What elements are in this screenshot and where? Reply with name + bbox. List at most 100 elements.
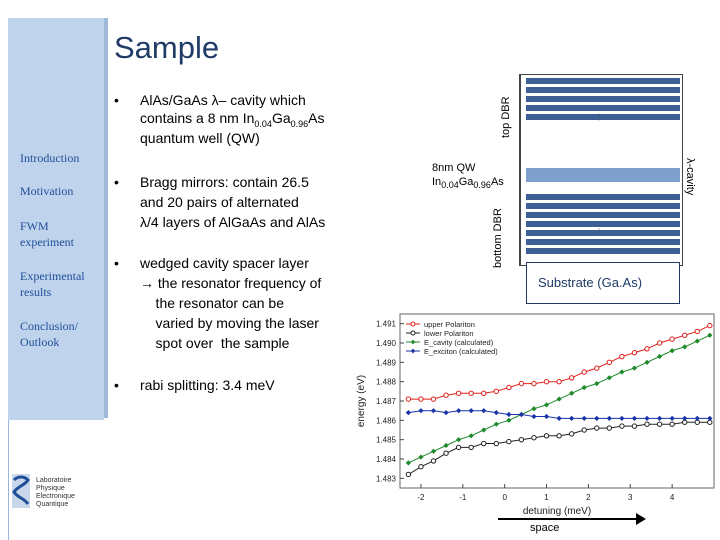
bullet-3-line-5: spot over the sample <box>140 335 290 351</box>
series-2-point <box>669 348 675 354</box>
series-2-point <box>606 375 612 381</box>
series-1-point <box>568 431 575 437</box>
sidebar-item-experimental-results[interactable]: Experimental results <box>20 269 85 299</box>
series-0-point <box>468 390 474 396</box>
x-tick-label: 3 <box>628 493 633 502</box>
series-3-point <box>619 415 625 421</box>
series-3-point <box>644 415 650 421</box>
y-tick-label: 1.490 <box>376 339 397 348</box>
series-0-point <box>644 346 650 352</box>
series-0-point <box>568 375 575 381</box>
logo-emblem-icon <box>12 474 30 508</box>
series-1-point <box>506 438 512 445</box>
legend-marker-1 <box>410 330 416 336</box>
sidebar-item-motivation[interactable]: Motivation <box>20 184 74 198</box>
substrate-label: Substrate (Ga.As) <box>538 275 643 290</box>
series-0-point <box>430 396 437 402</box>
series-0-point <box>493 388 499 395</box>
series-0-point <box>506 384 512 391</box>
y-tick-label: 1.487 <box>376 397 397 406</box>
series-1-point <box>518 436 525 443</box>
legend-label-3: E_exciton (calculated) <box>424 347 498 356</box>
lpeq-logo: Laboratoire Physique Electronique Quanti… <box>12 474 75 508</box>
series-1-point <box>443 450 449 456</box>
legend-label-1: lower Polariton <box>424 329 474 338</box>
bullet-1-line-1: AlAs/GaAs λ– cavity which <box>140 92 306 108</box>
bottom-dbr-stack <box>526 194 680 257</box>
bottom-dbr-label: bottom DBR <box>492 208 504 268</box>
sidebar-item-introduction[interactable]: Introduction <box>20 151 80 165</box>
legend-label-0: upper Polariton <box>424 320 475 329</box>
y-tick-label: 1.489 <box>376 358 397 367</box>
series-1-point <box>543 433 550 439</box>
series-3-point <box>707 415 713 421</box>
qw-label-line-2: In0.04Ga0.96As <box>432 176 504 191</box>
bullet-2-line-2: and 20 pairs of alternated <box>140 194 299 210</box>
top-dbr-label: top DBR <box>500 96 512 138</box>
series-1-point <box>606 425 613 431</box>
y-axis-label: energy (eV) <box>356 375 367 427</box>
x-tick-label: 2 <box>586 493 591 502</box>
series-0-point <box>443 392 449 398</box>
bullet-2-line-3: λ/4 layers of AlGaAs and AlAs <box>140 214 326 230</box>
series-1-point <box>594 425 600 431</box>
series-0-point <box>543 378 550 385</box>
series-0-point <box>481 390 487 396</box>
legend-label-2: E_cavity (calculated) <box>424 338 494 347</box>
bullet-2-line-1: Bragg mirrors: contain 26.5 <box>140 174 309 190</box>
substrate-block <box>526 262 680 304</box>
series-1-point <box>644 421 650 427</box>
series-2-point <box>656 353 663 360</box>
bullet-1-line-3: quantum well (QW) <box>140 130 260 146</box>
y-tick-label: 1.485 <box>376 436 397 445</box>
y-tick-label: 1.491 <box>376 320 397 329</box>
series-0-point <box>556 378 562 385</box>
slide-title: Sample <box>114 30 220 65</box>
series-0-point <box>631 349 638 356</box>
qw-label: 8nm QW In0.04Ga0.96As <box>432 161 504 192</box>
bullet-3-line-4: varied by moving the laser <box>140 315 319 331</box>
series-1-point <box>481 440 487 447</box>
y-tick-label: 1.486 <box>376 416 397 425</box>
series-1-point <box>405 471 412 478</box>
series-1-point <box>430 458 437 464</box>
legend-marker-0 <box>410 321 416 327</box>
series-2-point <box>506 417 512 423</box>
sidebar-item-conclusion-outlook[interactable]: Conclusion/ Outlook <box>20 319 79 349</box>
x-tick-label: 1 <box>544 493 549 502</box>
series-0-point <box>405 396 412 402</box>
series-1-point <box>556 433 562 439</box>
bottom-dbr-ellipsis: … <box>596 224 607 234</box>
y-tick-label: 1.484 <box>376 455 397 464</box>
logo-line-4: Quantique <box>36 501 68 508</box>
series-3-point <box>669 415 675 421</box>
series-2-point <box>543 402 550 408</box>
series-0-point <box>707 322 713 329</box>
series-1-point <box>418 464 424 470</box>
series-2-point <box>493 421 499 427</box>
top-dbr-stack <box>526 78 680 123</box>
x-tick-label: 0 <box>502 493 507 502</box>
series-3-point <box>481 408 487 414</box>
space-label: space <box>530 522 560 534</box>
sidebar-item-fwm-experiment[interactable]: FWM experiment <box>20 219 74 249</box>
x-tick-label: -1 <box>459 493 467 502</box>
series-1-point <box>581 427 587 433</box>
series-0-point <box>518 380 525 387</box>
series-0-point <box>594 365 600 371</box>
logo-line-3: Electronique <box>36 493 75 500</box>
series-2-point <box>531 406 537 412</box>
bullet-3-line-3: the resonator can be <box>140 295 284 311</box>
series-1-point <box>669 421 675 427</box>
series-1-point <box>531 435 537 441</box>
series-3-point <box>506 411 512 418</box>
series-1-point <box>468 444 474 451</box>
series-1-point <box>631 423 638 429</box>
series-3-point <box>543 413 550 420</box>
series-2-point <box>481 427 487 433</box>
bullet-3-line-2: → the resonator frequency of <box>140 275 322 291</box>
quantum-well-layer <box>526 168 680 182</box>
series-3-point <box>682 415 688 421</box>
lambda-cavity-label: λ-cavity <box>684 158 696 196</box>
y-tick-label: 1.488 <box>376 378 397 387</box>
